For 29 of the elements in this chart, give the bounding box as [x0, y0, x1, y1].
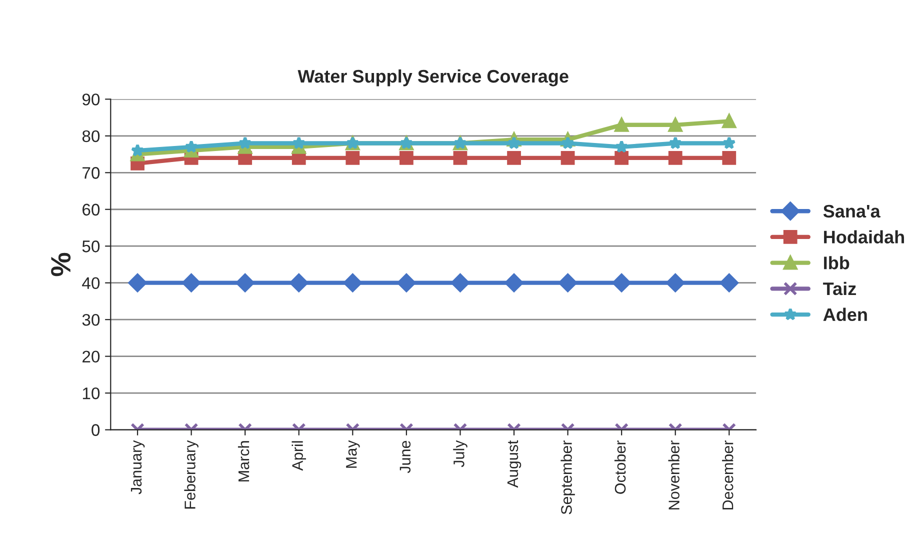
x-tick-label: July	[453, 440, 468, 468]
legend-label: Aden	[823, 308, 867, 322]
x-tick-label: May	[346, 440, 360, 468]
y-tick-label: 50	[82, 240, 100, 252]
x-tick-label: March	[238, 441, 250, 482]
y-tick-label: 80	[82, 130, 100, 142]
x-tick-label: December	[722, 440, 734, 510]
legend-label: Ibb	[824, 256, 850, 270]
y-tick-label: 30	[82, 314, 100, 326]
y-tick-label: 20	[82, 350, 100, 363]
x-tick-label: April	[292, 441, 306, 471]
y-tick-label: 0	[92, 424, 100, 436]
x-tick-label: November	[668, 440, 680, 510]
y-tick-label: 40	[82, 277, 100, 290]
x-tick-label: September	[560, 440, 575, 514]
y-tick-label: 90	[82, 94, 100, 106]
y-axis-title: %	[51, 252, 71, 276]
x-tick-label: January	[130, 440, 145, 494]
legend-label: Hodaidah	[824, 230, 904, 244]
legend-label: Taiz	[823, 282, 856, 296]
y-tick-label: 70	[82, 167, 100, 179]
x-tick-label: Feberuary	[184, 440, 198, 509]
chart-title: Water Supply Service Coverage	[298, 69, 568, 86]
legend-label: Sana'a	[823, 204, 880, 218]
x-tick-label: June	[400, 440, 411, 474]
x-tick-label: October	[614, 440, 626, 494]
y-tick-label: 60	[82, 204, 100, 216]
x-tick-label: August	[507, 440, 522, 488]
y-tick-label: 10	[82, 387, 100, 400]
